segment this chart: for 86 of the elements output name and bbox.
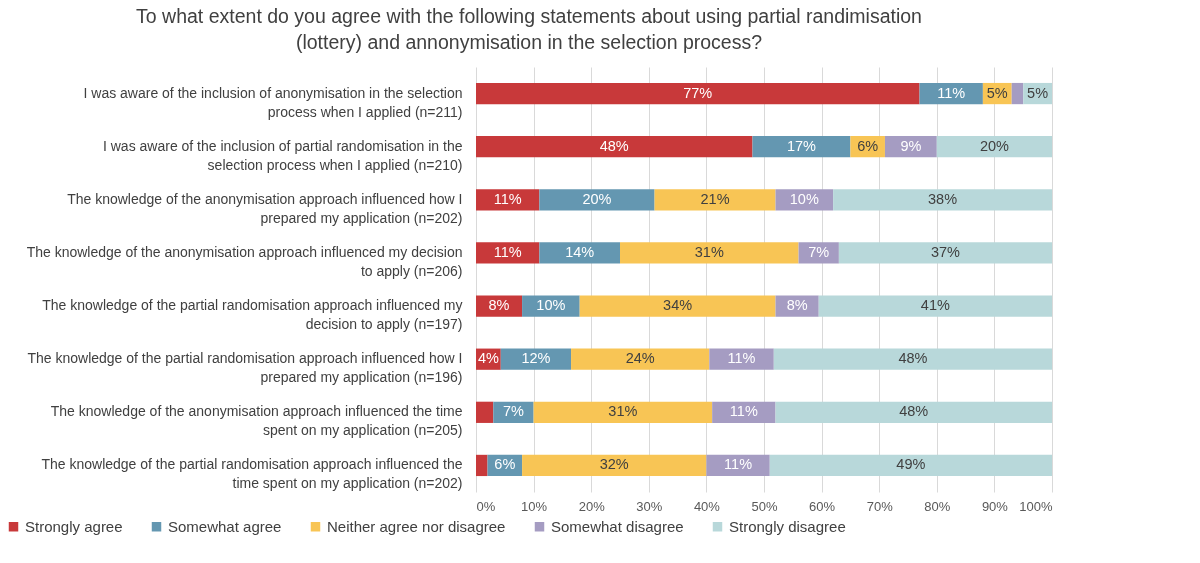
- bar: [838, 242, 1052, 264]
- bar: [579, 295, 776, 317]
- data-label: 17%: [786, 137, 817, 154]
- bar: [798, 242, 839, 264]
- bar: [773, 348, 1052, 370]
- x-tick-label: 30%: [636, 498, 663, 514]
- y-tick-label: The knowledge of the anonymisation approach influenced the time spent on my application (n=205): [50, 403, 463, 439]
- x-tick-label: 70%: [866, 498, 894, 514]
- data-label: 31%: [608, 403, 638, 420]
- legend-label: Strongly disagree: [729, 517, 846, 535]
- data-label: 20%: [979, 137, 1010, 154]
- bar: [936, 136, 1052, 158]
- bar: [476, 242, 540, 264]
- data-label: 31%: [694, 243, 724, 260]
- bar: [833, 189, 1052, 211]
- data-label: 8%: [488, 297, 510, 314]
- x-tick-label: 100%: [1019, 498, 1053, 514]
- y-tick-label: The knowledge of the partial randomisation approach influenced the time spent on my application (n=202): [41, 456, 463, 492]
- bar: [1011, 82, 1024, 105]
- data-label: 7%: [808, 243, 830, 260]
- bar: [752, 136, 851, 158]
- bar: [476, 454, 488, 477]
- data-label: 11%: [493, 243, 522, 260]
- data-label: 48%: [898, 350, 928, 367]
- data-label: 5%: [986, 84, 1008, 101]
- bar: [769, 454, 1052, 477]
- data-label: 14%: [565, 243, 595, 260]
- data-label: 48%: [899, 403, 929, 420]
- legend-label: Strongly agree: [25, 517, 123, 535]
- data-label: 49%: [896, 456, 926, 473]
- x-tick-label: 20%: [578, 498, 606, 514]
- data-label: 37%: [930, 243, 961, 260]
- bar: [620, 242, 799, 264]
- data-label: 4%: [477, 350, 499, 367]
- x-tick-label: 0%: [476, 498, 496, 514]
- data-label: 11%: [724, 456, 753, 473]
- bar: [775, 401, 1052, 423]
- data-label: 11%: [493, 190, 522, 207]
- data-label: 77%: [683, 84, 713, 101]
- data-label: 10%: [536, 297, 566, 314]
- x-tick-label: 40%: [693, 498, 721, 514]
- data-label: 7%: [502, 403, 525, 420]
- data-label: 8%: [786, 297, 808, 314]
- data-label: 11%: [729, 403, 758, 420]
- chart-title: To what extent do you agree with the following statements about using partial randimisation (lottery) and annonymisation in the selection process?: [136, 4, 922, 53]
- data-label: 41%: [920, 297, 950, 314]
- data-label: 24%: [625, 350, 655, 367]
- y-tick-label: The knowledge of the partial randomisation approach influenced how I prepared my application (n=196): [27, 350, 463, 386]
- bar: [476, 136, 753, 158]
- bar: [654, 189, 776, 211]
- data-label: 6%: [494, 456, 516, 473]
- legend-label: Neither agree nor disagree: [327, 517, 506, 535]
- bar: [539, 189, 655, 211]
- data-label: 38%: [928, 190, 958, 207]
- bar: [539, 242, 620, 264]
- y-tick-label: I was aware of the inclusion of anonymisation in the selection process when I applied (n=211): [83, 84, 463, 120]
- data-label: 11%: [937, 84, 966, 101]
- data-label: 48%: [599, 137, 629, 154]
- legend-label: Somewhat disagree: [551, 517, 684, 535]
- y-tick-label: The knowledge of the anonymisation approach influenced my decision to apply (n=206): [26, 243, 463, 279]
- bar: [476, 82, 920, 105]
- data-label: 12%: [521, 350, 551, 367]
- bar: [818, 295, 1052, 317]
- data-label: 21%: [700, 190, 730, 207]
- x-tick-label: 80%: [924, 498, 951, 514]
- data-label: 20%: [582, 190, 612, 207]
- data-label: 32%: [599, 456, 629, 473]
- y-tick-label: The knowledge of the anonymisation approach influenced how I prepared my application (n=202): [67, 190, 463, 226]
- x-tick-label: 50%: [751, 498, 778, 514]
- data-label: 34%: [663, 297, 693, 314]
- data-label: 11%: [727, 350, 756, 367]
- x-tick-label: 10%: [521, 498, 548, 514]
- data-label: 6%: [857, 137, 879, 154]
- bar: [522, 454, 707, 477]
- bar: [571, 348, 710, 370]
- data-label: 10%: [789, 190, 819, 207]
- y-tick-label: The knowledge of the partial randomisation approach influenced my decision to apply (n=197): [42, 297, 463, 333]
- data-label: 9%: [900, 137, 922, 154]
- y-tick-label: I was aware of the inclusion of partial randomisation in the selection process when I applied (n=210): [102, 137, 463, 173]
- bar: [522, 295, 580, 317]
- bar: [533, 401, 713, 423]
- data-label: 5%: [1027, 84, 1049, 101]
- legend-label: Somewhat agree: [168, 517, 282, 535]
- x-tick-label: 60%: [809, 498, 836, 514]
- bar: [476, 401, 494, 423]
- x-tick-label: 90%: [981, 498, 1009, 514]
